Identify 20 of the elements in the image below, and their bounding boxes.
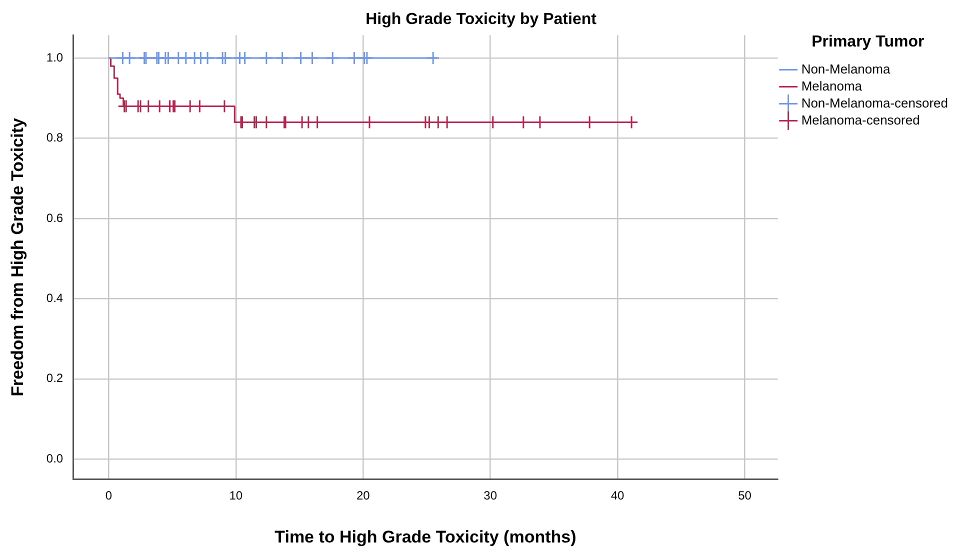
legend-label: Melanoma-censored (801, 112, 920, 128)
y-tick-label: 0.0 (46, 451, 64, 466)
legend-label: Melanoma (801, 78, 863, 94)
y-tick-label: 0.2 (46, 371, 64, 386)
legend-title: Primary Tumor (812, 33, 924, 50)
x-tick-label: 40 (610, 488, 625, 503)
x-tick-label: 50 (738, 488, 752, 503)
x-tick-label: 0 (105, 488, 112, 503)
x-tick-label: 10 (229, 488, 243, 503)
x-axis-title: Time to High Grade Toxicity (months) (274, 527, 576, 546)
legend-label: Non-Melanoma (801, 61, 891, 76)
y-tick-label: 0.4 (46, 291, 64, 306)
legend-label: Non-Melanoma-censored (801, 95, 948, 110)
x-tick-label: 20 (356, 488, 370, 503)
x-tick-label: 30 (484, 488, 498, 503)
y-tick-label: 1.0 (46, 50, 64, 64)
chart-title: High Grade Toxicity by Patient (366, 11, 598, 28)
y-tick-label: 0.8 (46, 130, 64, 145)
y-tick-label: 0.6 (46, 210, 64, 225)
y-axis-title: Freedom from High Grade Toxicity (8, 117, 27, 396)
